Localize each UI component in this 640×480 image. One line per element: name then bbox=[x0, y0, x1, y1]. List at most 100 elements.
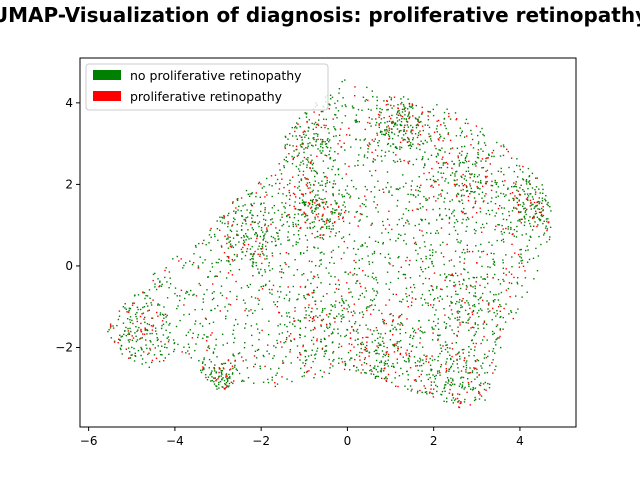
point-proliferative bbox=[235, 280, 237, 283]
point-proliferative bbox=[478, 374, 480, 376]
point-no-proliferative bbox=[403, 360, 406, 362]
point-no-proliferative bbox=[232, 246, 234, 249]
point-no-proliferative bbox=[444, 197, 446, 199]
point-no-proliferative bbox=[366, 350, 369, 352]
point-no-proliferative bbox=[405, 120, 408, 122]
point-no-proliferative bbox=[494, 228, 496, 231]
point-no-proliferative bbox=[320, 198, 322, 200]
point-no-proliferative bbox=[522, 178, 524, 180]
point-no-proliferative bbox=[433, 299, 435, 301]
point-proliferative bbox=[475, 165, 477, 167]
point-no-proliferative bbox=[119, 334, 121, 336]
point-no-proliferative bbox=[303, 317, 306, 319]
point-no-proliferative bbox=[404, 273, 406, 276]
point-proliferative bbox=[464, 302, 466, 304]
point-no-proliferative bbox=[379, 336, 381, 338]
point-proliferative bbox=[212, 283, 214, 285]
point-no-proliferative bbox=[435, 181, 437, 183]
point-proliferative bbox=[449, 139, 452, 142]
point-no-proliferative bbox=[486, 273, 488, 276]
point-no-proliferative bbox=[299, 164, 301, 166]
point-no-proliferative bbox=[331, 331, 334, 333]
point-proliferative bbox=[485, 193, 487, 195]
point-no-proliferative bbox=[211, 298, 214, 301]
point-no-proliferative bbox=[304, 362, 307, 365]
point-no-proliferative bbox=[397, 199, 399, 202]
point-no-proliferative bbox=[258, 225, 260, 228]
point-no-proliferative bbox=[152, 343, 154, 346]
point-no-proliferative bbox=[304, 202, 306, 204]
point-no-proliferative bbox=[280, 173, 283, 175]
point-no-proliferative bbox=[305, 214, 307, 217]
point-no-proliferative bbox=[466, 216, 469, 219]
point-proliferative bbox=[257, 297, 259, 300]
point-no-proliferative bbox=[295, 243, 297, 246]
point-proliferative bbox=[323, 201, 325, 204]
point-no-proliferative bbox=[441, 350, 443, 352]
point-no-proliferative bbox=[301, 139, 303, 141]
point-no-proliferative bbox=[330, 333, 333, 335]
point-no-proliferative bbox=[423, 166, 425, 169]
point-proliferative bbox=[304, 212, 306, 215]
point-no-proliferative bbox=[231, 373, 234, 375]
point-no-proliferative bbox=[473, 206, 475, 208]
point-no-proliferative bbox=[420, 364, 423, 367]
point-proliferative bbox=[440, 124, 442, 126]
point-no-proliferative bbox=[306, 112, 308, 115]
point-no-proliferative bbox=[317, 213, 320, 215]
point-no-proliferative bbox=[465, 179, 468, 182]
point-proliferative bbox=[231, 365, 234, 367]
point-no-proliferative bbox=[542, 188, 544, 191]
point-proliferative bbox=[293, 205, 295, 208]
point-no-proliferative bbox=[283, 158, 285, 161]
point-no-proliferative bbox=[331, 222, 334, 225]
point-no-proliferative bbox=[542, 222, 544, 225]
x-axis: −6 −4 −2 0 2 4 bbox=[80, 427, 524, 448]
point-no-proliferative bbox=[465, 321, 467, 324]
point-no-proliferative bbox=[410, 124, 412, 127]
point-no-proliferative bbox=[409, 144, 411, 146]
point-no-proliferative bbox=[387, 218, 389, 220]
point-no-proliferative bbox=[516, 225, 518, 228]
point-no-proliferative bbox=[385, 186, 387, 189]
point-no-proliferative bbox=[479, 131, 482, 133]
point-proliferative bbox=[466, 391, 468, 393]
point-no-proliferative bbox=[264, 211, 266, 213]
point-no-proliferative bbox=[412, 143, 414, 145]
point-no-proliferative bbox=[480, 395, 483, 397]
point-no-proliferative bbox=[471, 190, 473, 193]
point-no-proliferative bbox=[226, 378, 228, 380]
point-no-proliferative bbox=[173, 348, 176, 351]
point-no-proliferative bbox=[483, 278, 486, 280]
point-no-proliferative bbox=[417, 253, 419, 255]
point-proliferative bbox=[486, 276, 489, 278]
point-no-proliferative bbox=[210, 361, 212, 363]
point-proliferative bbox=[513, 182, 515, 184]
point-proliferative bbox=[395, 385, 397, 387]
point-proliferative bbox=[375, 327, 378, 329]
point-no-proliferative bbox=[445, 178, 447, 180]
point-no-proliferative bbox=[470, 129, 472, 132]
point-proliferative bbox=[491, 152, 493, 154]
point-no-proliferative bbox=[418, 176, 420, 178]
point-no-proliferative bbox=[334, 151, 336, 153]
point-no-proliferative bbox=[259, 365, 261, 367]
point-no-proliferative bbox=[322, 308, 324, 310]
point-no-proliferative bbox=[412, 163, 414, 166]
point-no-proliferative bbox=[376, 292, 379, 294]
point-no-proliferative bbox=[466, 225, 468, 228]
point-no-proliferative bbox=[312, 212, 314, 214]
point-no-proliferative bbox=[460, 132, 463, 134]
point-no-proliferative bbox=[361, 244, 363, 246]
point-no-proliferative bbox=[471, 138, 474, 141]
point-no-proliferative bbox=[430, 244, 432, 246]
point-no-proliferative bbox=[266, 229, 268, 231]
point-proliferative bbox=[391, 228, 393, 231]
point-proliferative bbox=[489, 310, 491, 312]
point-no-proliferative bbox=[516, 158, 518, 160]
point-proliferative bbox=[266, 227, 268, 229]
point-no-proliferative bbox=[477, 250, 480, 252]
point-proliferative bbox=[428, 278, 430, 280]
point-no-proliferative bbox=[299, 197, 301, 199]
point-no-proliferative bbox=[210, 309, 212, 312]
